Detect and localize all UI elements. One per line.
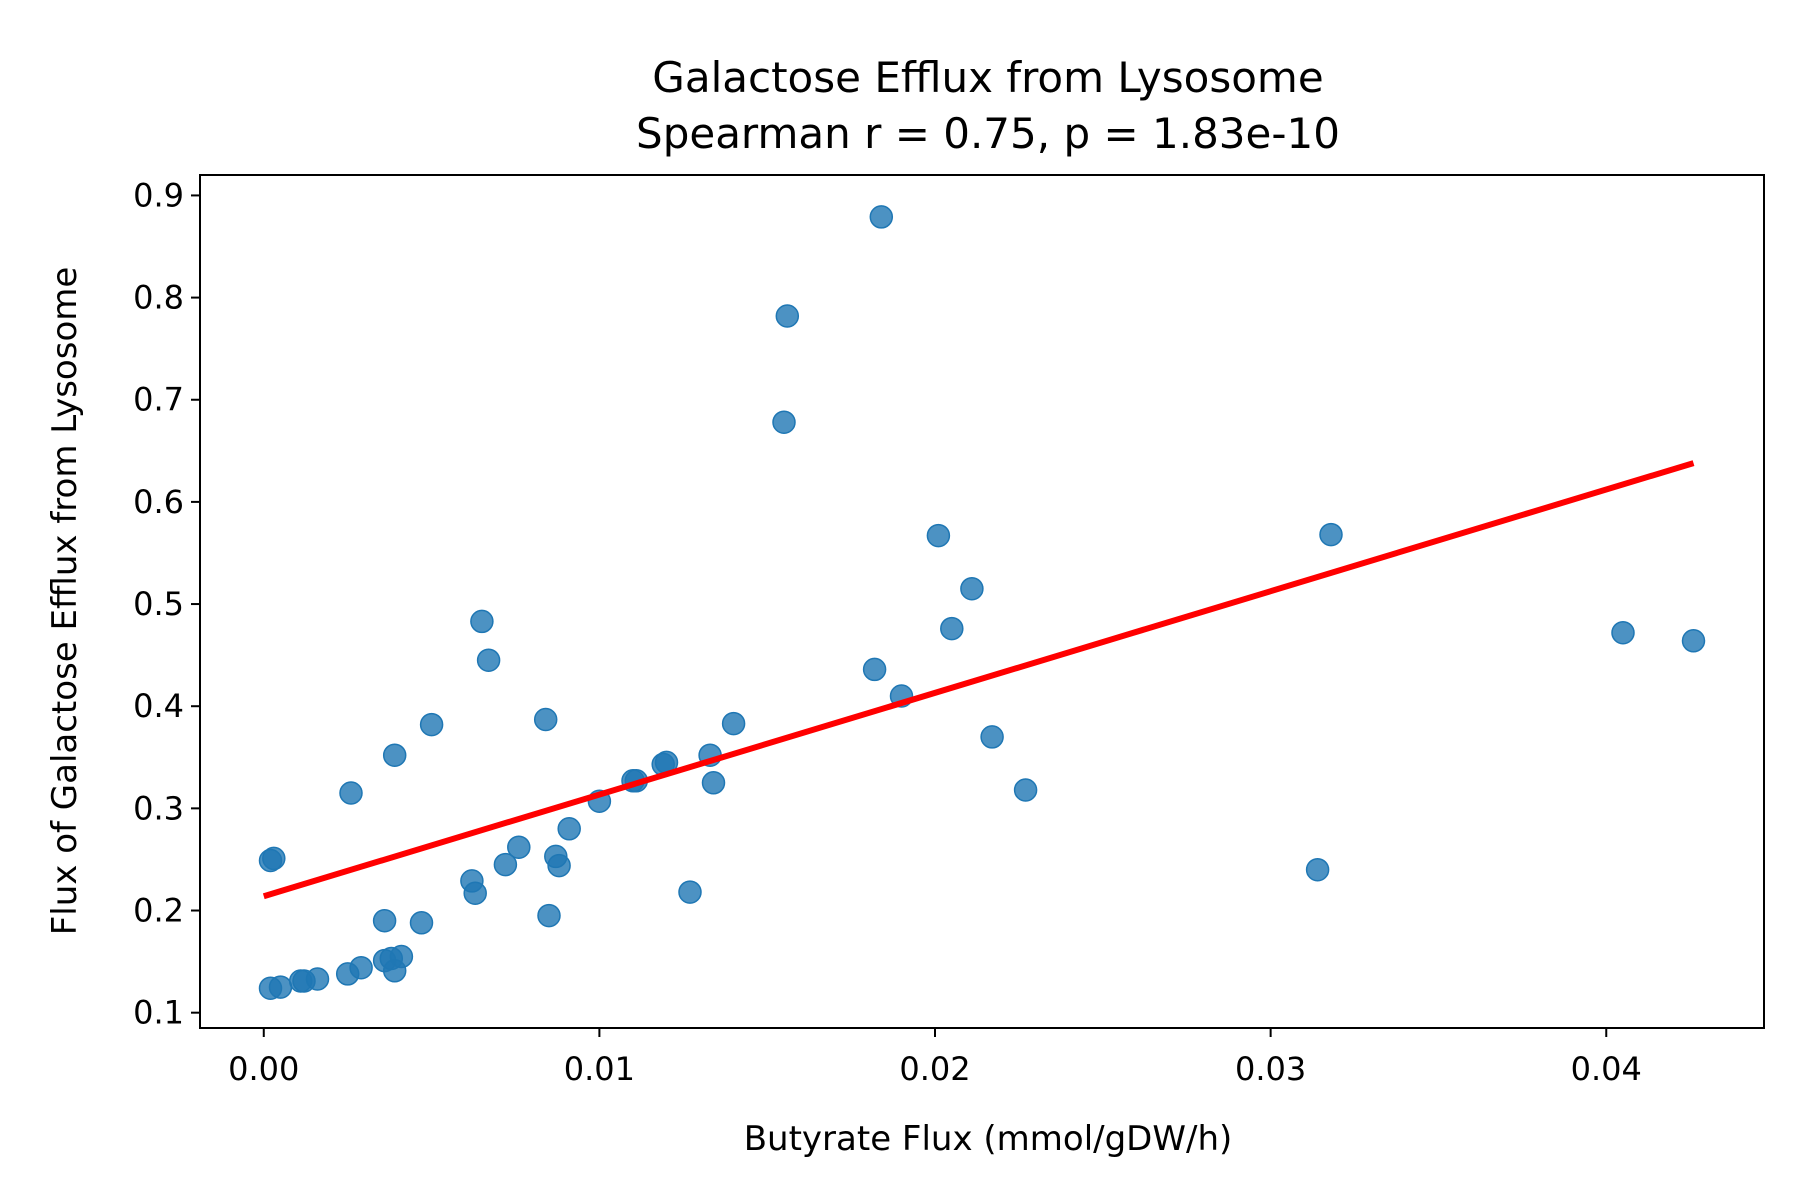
y-tick-label: 0.9 [133, 176, 184, 214]
data-point [869, 205, 894, 229]
chart-title: Galactose Efflux from Lysosome [652, 53, 1323, 102]
data-point [1611, 620, 1635, 645]
data-point [926, 523, 951, 548]
data-point [772, 410, 796, 434]
y-tick-label: 0.6 [133, 483, 184, 521]
y-tick-label: 0.2 [133, 892, 184, 930]
data-point [262, 846, 286, 871]
data-point [1681, 629, 1706, 653]
data-point [268, 975, 293, 999]
y-axis: 0.1 0.2 0.3 0.4 0.5 0.6 0.7 0.8 0.9 [133, 176, 200, 1032]
y-tick-label: 0.4 [133, 687, 184, 725]
x-axis: 0.00 0.01 0.02 0.03 0.04 [228, 1028, 1642, 1088]
data-point [533, 707, 558, 732]
y-tick-label: 0.7 [133, 381, 184, 419]
x-tick-label: 0.03 [1235, 1050, 1306, 1088]
data-point [960, 576, 984, 601]
x-tick-label: 0.01 [564, 1050, 635, 1088]
data-point [537, 903, 561, 928]
data-point [775, 304, 800, 328]
data-point [305, 967, 330, 991]
data-point [463, 881, 487, 905]
data-point [493, 852, 518, 877]
data-point [382, 743, 407, 767]
data-point [476, 648, 501, 672]
data-point [1305, 857, 1330, 882]
data-point [1319, 522, 1343, 547]
data-point [470, 609, 494, 634]
data-point [1013, 778, 1038, 802]
data-point [409, 911, 434, 935]
y-axis-label: Flux of Galactose Efflux from Lysosome [45, 267, 85, 936]
y-tick-label: 0.5 [133, 585, 184, 623]
data-point [940, 616, 964, 641]
points-layer [258, 205, 1706, 1000]
plot-frame [199, 174, 1765, 1029]
data-point [339, 781, 363, 805]
data-point [547, 853, 571, 878]
fit-line-layer [262, 460, 1695, 900]
x-axis-label: Butyrate Flux (mmol/gDW/h) [744, 1119, 1233, 1159]
data-point [862, 657, 887, 682]
regression-line [262, 460, 1695, 900]
y-tick-label: 0.1 [133, 994, 184, 1032]
x-tick-label: 0.02 [899, 1050, 970, 1088]
data-point [980, 725, 1004, 749]
data-point [419, 712, 444, 737]
data-point [678, 880, 702, 904]
y-tick-label: 0.3 [133, 789, 184, 827]
chart-subtitle: Spearman r = 0.75, p = 1.83e-10 [636, 109, 1340, 158]
data-point [389, 944, 414, 969]
data-point [701, 771, 726, 795]
data-point [507, 835, 531, 859]
y-tick-label: 0.8 [133, 279, 184, 317]
x-tick-label: 0.04 [1571, 1050, 1642, 1088]
x-tick-label: 0.00 [228, 1050, 299, 1088]
data-point [721, 711, 746, 736]
data-point [372, 908, 397, 933]
data-point [557, 817, 581, 841]
data-point [349, 955, 373, 980]
